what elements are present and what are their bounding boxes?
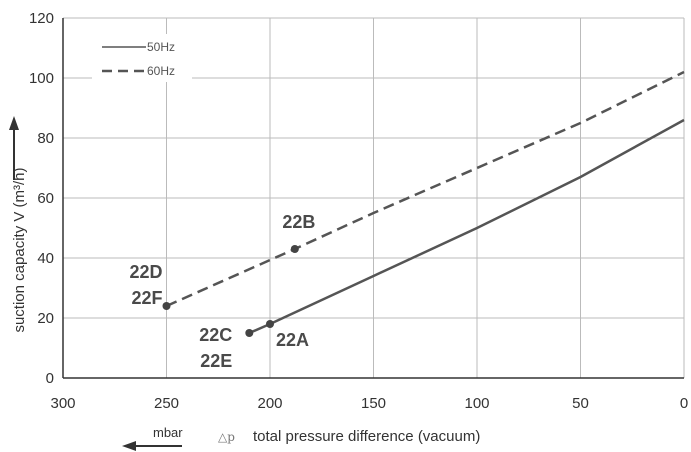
- y-axis-label: suction capacity V (m³/h): [11, 167, 28, 332]
- y-tick-label: 20: [37, 310, 54, 327]
- x-axis-arrow-head: [122, 441, 136, 451]
- y-axis-title: suction capacity V (m³/h): [9, 116, 28, 333]
- annotations: 22A 22C 22E 22B 22D 22F: [129, 212, 315, 371]
- point-label: 22D: [129, 262, 162, 282]
- data-point-marker: [290, 245, 299, 253]
- y-tick-label: 0: [46, 370, 54, 387]
- y-axis-arrow-head: [9, 116, 19, 130]
- y-tick-label: 40: [37, 250, 54, 267]
- point-label: 22B: [282, 212, 315, 232]
- y-tick-label: 100: [29, 70, 54, 87]
- x-tick-label: 300: [50, 395, 75, 412]
- x-tick-label: 150: [361, 395, 386, 412]
- data-point-marker: [266, 320, 274, 328]
- legend-label-60hz: 60Hz: [147, 64, 175, 78]
- legend-box: [92, 34, 192, 82]
- x-tick-label: 250: [154, 395, 179, 412]
- data-point-marker: [245, 329, 254, 337]
- data-markers: [162, 245, 299, 337]
- x-tick-label: 100: [464, 395, 489, 412]
- series-line-60hz: [165, 70, 685, 308]
- x-tick-label: 200: [257, 395, 282, 412]
- delta-p-symbol: △p: [218, 430, 235, 444]
- x-axis-title: mbar △p total pressure difference (vacuu…: [122, 425, 480, 451]
- legend-label-50hz: 50Hz: [147, 40, 175, 54]
- point-label: 22C: [199, 325, 232, 345]
- point-label: 22E: [200, 351, 232, 371]
- axes: [62, 18, 684, 379]
- x-tick-label: 50: [572, 395, 589, 412]
- point-label: 22A: [276, 330, 309, 350]
- legend: 50Hz 60Hz: [92, 34, 192, 82]
- series: [165, 70, 685, 335]
- y-tick-label: 60: [37, 190, 54, 207]
- point-label: 22F: [131, 288, 162, 308]
- y-tick-label: 80: [37, 130, 54, 147]
- x-axis-label: total pressure difference (vacuum): [253, 428, 480, 445]
- grid: [62, 17, 685, 379]
- data-point-marker: [162, 302, 171, 310]
- y-tick-label: 120: [29, 10, 54, 27]
- x-tick-label: 0: [680, 395, 688, 412]
- x-axis-unit: mbar: [153, 425, 183, 440]
- tick-labels: 300 250 200 150 100 50 0 0 20 40 60 80 100 120: [29, 10, 688, 412]
